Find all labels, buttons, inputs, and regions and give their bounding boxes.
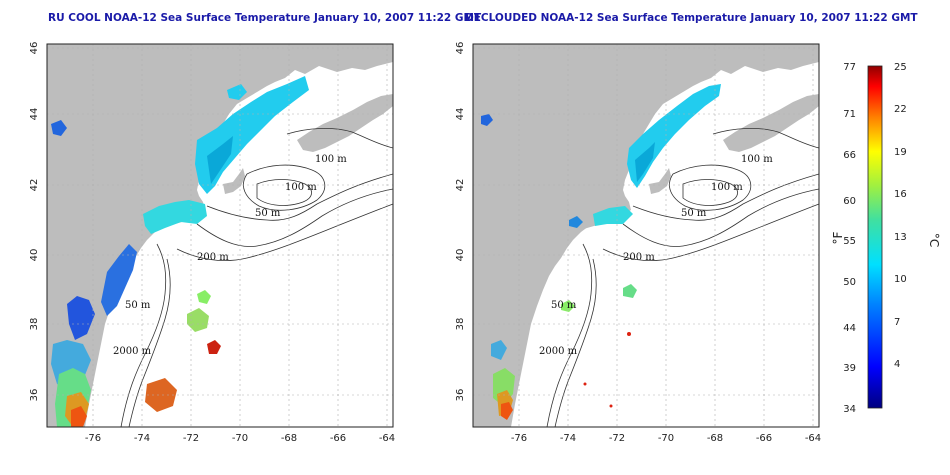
- colorbar-c-tick: 13: [894, 232, 907, 243]
- lon-tick: -66: [330, 433, 346, 444]
- lat-tick: 44: [455, 108, 466, 121]
- lon-tick: -68: [281, 433, 297, 444]
- map-title-right: DECLOUDED NOAA-12 Sea Surface Temperatur…: [465, 12, 918, 24]
- lat-tick: 42: [29, 179, 40, 192]
- colorbar-c-tick: 7: [894, 317, 900, 328]
- lon-tick: -72: [183, 433, 199, 444]
- map-title-left: RU COOL NOAA-12 Sea Surface Temperature …: [48, 12, 482, 24]
- colorbar-f-tick: 77: [843, 62, 856, 73]
- lon-tick: -76: [85, 433, 101, 444]
- lat-tick: 42: [455, 179, 466, 192]
- contour-label-50m: 50 m: [681, 208, 707, 219]
- lat-tick: 46: [455, 42, 466, 55]
- colorbar-c-tick: 16: [894, 189, 907, 200]
- lat-axis-left: 46 44 42 40 38 36: [29, 42, 40, 402]
- contour-label-100m-b: 100 m: [285, 182, 317, 193]
- contour-label-2000m: 2000 m: [113, 346, 152, 357]
- contour-label-50m-b: 50 m: [125, 300, 151, 311]
- colorbar-c-tick: 22: [894, 104, 907, 115]
- contour-label-200m: 200 m: [197, 252, 229, 263]
- lon-tick: -70: [658, 433, 674, 444]
- colorbar-f-tick: 66: [843, 150, 856, 161]
- colorbar-f-tick: 39: [843, 363, 856, 374]
- contour-label-2000m: 2000 m: [539, 346, 578, 357]
- lon-tick: -74: [134, 433, 150, 444]
- lon-tick: -74: [560, 433, 576, 444]
- contour-label-100m-a: 100 m: [315, 154, 347, 165]
- map-frame-right: [472, 43, 820, 428]
- lon-tick: -64: [805, 433, 821, 444]
- contour-label-100m-a: 100 m: [741, 154, 773, 165]
- colorbar-c-tick: 19: [894, 147, 907, 158]
- colorbar-c-tick: 10: [894, 274, 907, 285]
- lat-tick: 36: [29, 389, 40, 402]
- lat-axis-right: 46 44 42 40 38 36: [455, 42, 466, 402]
- colorbar-f-tick: 71: [843, 109, 856, 120]
- contour-label-50m-b: 50 m: [551, 300, 577, 311]
- colorbar-f-tick: 44: [843, 323, 856, 334]
- lat-tick: 36: [455, 389, 466, 402]
- graticule: [47, 44, 393, 427]
- contour-label-200m: 200 m: [623, 252, 655, 263]
- colorbar-f-tick: 50: [843, 277, 856, 288]
- graticule: [473, 44, 819, 427]
- colorbar-f-tick: 55: [843, 236, 856, 247]
- map-panel-right: 100 m 100 m 50 m 200 m 50 m 2000 m: [472, 43, 820, 428]
- sst-field-left: [51, 76, 309, 427]
- lat-tick: 38: [29, 318, 40, 331]
- lat-tick: 38: [455, 318, 466, 331]
- lon-axis-right: -76 -74 -72 -70 -68 -66 -64: [511, 433, 821, 444]
- lon-axis-left: -76 -74 -72 -70 -68 -66 -64: [85, 433, 395, 444]
- lon-tick: -64: [379, 433, 395, 444]
- colorbar-f-tick: 34: [843, 404, 856, 415]
- lon-tick: -72: [609, 433, 625, 444]
- colorbar-gradient: [867, 65, 883, 409]
- lon-tick: -76: [511, 433, 527, 444]
- sst-field-right: [481, 84, 721, 420]
- lat-tick: 40: [455, 249, 466, 262]
- colorbar-c-tick: 4: [894, 359, 900, 370]
- lon-tick: -68: [707, 433, 723, 444]
- map-frame-left: [46, 43, 394, 428]
- colorbar-celsius-unit: °C: [927, 233, 941, 247]
- colorbar-fahrenheit-unit: °F: [831, 231, 845, 244]
- lat-tick: 46: [29, 42, 40, 55]
- lon-tick: -70: [232, 433, 248, 444]
- lat-tick: 40: [29, 249, 40, 262]
- lat-tick: 44: [29, 108, 40, 121]
- lon-tick: -66: [756, 433, 772, 444]
- map-panel-left: 100 m 100 m 50 m 200 m 50 m 2000 m: [46, 43, 394, 428]
- colorbar-c-tick: 25: [894, 62, 907, 73]
- contour-label-50m: 50 m: [255, 208, 281, 219]
- colorbar-f-tick: 60: [843, 196, 856, 207]
- contour-label-100m-b: 100 m: [711, 182, 743, 193]
- colorbar: 77 71 66 60 55 50 44 39 34 25 22 19 16 1…: [831, 62, 941, 415]
